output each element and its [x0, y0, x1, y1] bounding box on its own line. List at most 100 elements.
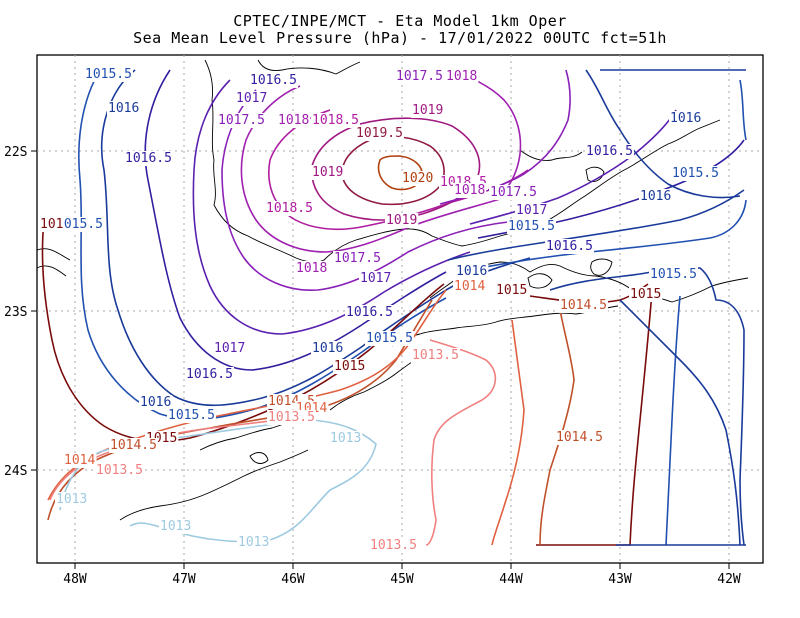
isobar-label: 1015.5 [56, 217, 103, 232]
label-background [629, 287, 663, 302]
isobar-label: 1018 [278, 113, 309, 128]
y-tick-label: 22S [4, 145, 27, 160]
isobar-label: 1014 [64, 453, 95, 468]
isobar-label: 1017 [360, 271, 391, 286]
isobar-label: 1013.5 [412, 348, 459, 363]
label-background [489, 185, 538, 200]
label-background [515, 203, 549, 218]
label-background [311, 165, 345, 180]
isobar-label: 1013.5 [370, 538, 417, 553]
map-subtitle: Sea Mean Level Pressure (hPa) - 17/01/20… [133, 29, 667, 47]
label-background [235, 91, 269, 106]
isobar-label: 1018 [454, 183, 485, 198]
isobar-label: 1016.5 [125, 151, 172, 166]
label-background [395, 69, 444, 84]
y-tick-label: 24S [4, 464, 27, 479]
x-tick-label: 44W [499, 572, 523, 587]
isobar-label: 1016.5 [250, 73, 297, 88]
x-tick-label: 43W [608, 572, 632, 587]
label-background [369, 538, 418, 553]
label-background [267, 410, 316, 425]
label-background [671, 166, 720, 181]
isobar-label: 1016 [670, 111, 701, 126]
label-background [639, 189, 673, 204]
isobar-label: 1013.5 [96, 463, 143, 478]
label-background [401, 171, 435, 186]
label-background [124, 151, 173, 166]
isobar-label: 1018.5 [312, 113, 359, 128]
label-background [333, 251, 382, 266]
label-background [95, 463, 144, 478]
label-background [585, 144, 634, 159]
label-background [649, 267, 698, 282]
isobar-label: 1016 [456, 264, 487, 279]
isobar-label: 1017.5 [334, 251, 381, 266]
isobar-label: 1017.5 [396, 69, 443, 84]
label-background [311, 341, 345, 356]
label-background [333, 359, 367, 374]
isobar-label: 1013 [238, 535, 269, 550]
isobar-label: 1016 [312, 341, 343, 356]
isobar-label: 1018.5 [266, 201, 313, 216]
label-background [507, 219, 556, 234]
label-background [311, 113, 360, 128]
isobar-label: 1015.5 [650, 267, 697, 282]
isobar-label: 1017.5 [490, 185, 537, 200]
x-tick-label: 42W [717, 572, 741, 587]
label-background [329, 431, 363, 446]
label-background [139, 395, 173, 410]
isobar-label: 1013 [160, 519, 191, 534]
isobar-label: 1013 [56, 492, 87, 507]
isobar-label: 1016.5 [586, 144, 633, 159]
isobar-label: 1017.5 [218, 113, 265, 128]
label-background [55, 492, 89, 507]
label-background [295, 261, 329, 276]
label-background [453, 183, 487, 198]
isobar-label: 1015 [630, 287, 661, 302]
x-tick-label: 46W [281, 572, 305, 587]
isobar-label: 1015 [496, 283, 527, 298]
isobar-label: 1016.5 [186, 367, 233, 382]
isobar-label: 1018 [446, 69, 477, 84]
isobar-label: 1019 [312, 165, 343, 180]
isobar-label: 1015.5 [85, 67, 132, 82]
isobar-label: 1017 [516, 203, 547, 218]
x-tick-label: 47W [172, 572, 196, 587]
label-background [107, 101, 141, 116]
map-title: CPTEC/INPE/MCT - Eta Model 1km Oper [233, 12, 567, 30]
y-tick-label: 23S [4, 305, 27, 320]
isobar-label: 1019 [386, 213, 417, 228]
isobar-label: 1020 [402, 171, 433, 186]
label-background [453, 279, 487, 294]
isobar-label: 1018 [296, 261, 327, 276]
label-background [345, 305, 394, 320]
label-background [559, 298, 608, 313]
label-background [265, 201, 314, 216]
x-tick-label: 45W [390, 572, 414, 587]
isobar-label: 1014.5 [560, 298, 607, 313]
label-background [277, 113, 311, 128]
label-background [495, 283, 529, 298]
label-background [213, 341, 247, 356]
isobar-label: 1017 [236, 91, 267, 106]
label-background [365, 331, 414, 346]
isobar-label: 1015.5 [672, 166, 719, 181]
label-background [555, 430, 604, 445]
isobar-label: 1016.5 [346, 305, 393, 320]
label-background [39, 217, 65, 232]
isobar-label: 1016.5 [546, 239, 593, 254]
isobars [41, 69, 747, 546]
axis-ticks [31, 150, 730, 569]
isobar-label: 1019.5 [356, 126, 403, 141]
label-background [249, 73, 298, 88]
isobar-label: 101 [40, 217, 63, 232]
label-background [385, 213, 419, 228]
label-background [355, 126, 404, 141]
label-background [411, 103, 445, 118]
label-background [109, 438, 158, 453]
label-background [237, 535, 271, 550]
label-background [159, 519, 193, 534]
x-tick-label: 48W [63, 572, 87, 587]
